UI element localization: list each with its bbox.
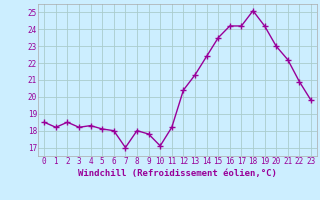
X-axis label: Windchill (Refroidissement éolien,°C): Windchill (Refroidissement éolien,°C) xyxy=(78,169,277,178)
